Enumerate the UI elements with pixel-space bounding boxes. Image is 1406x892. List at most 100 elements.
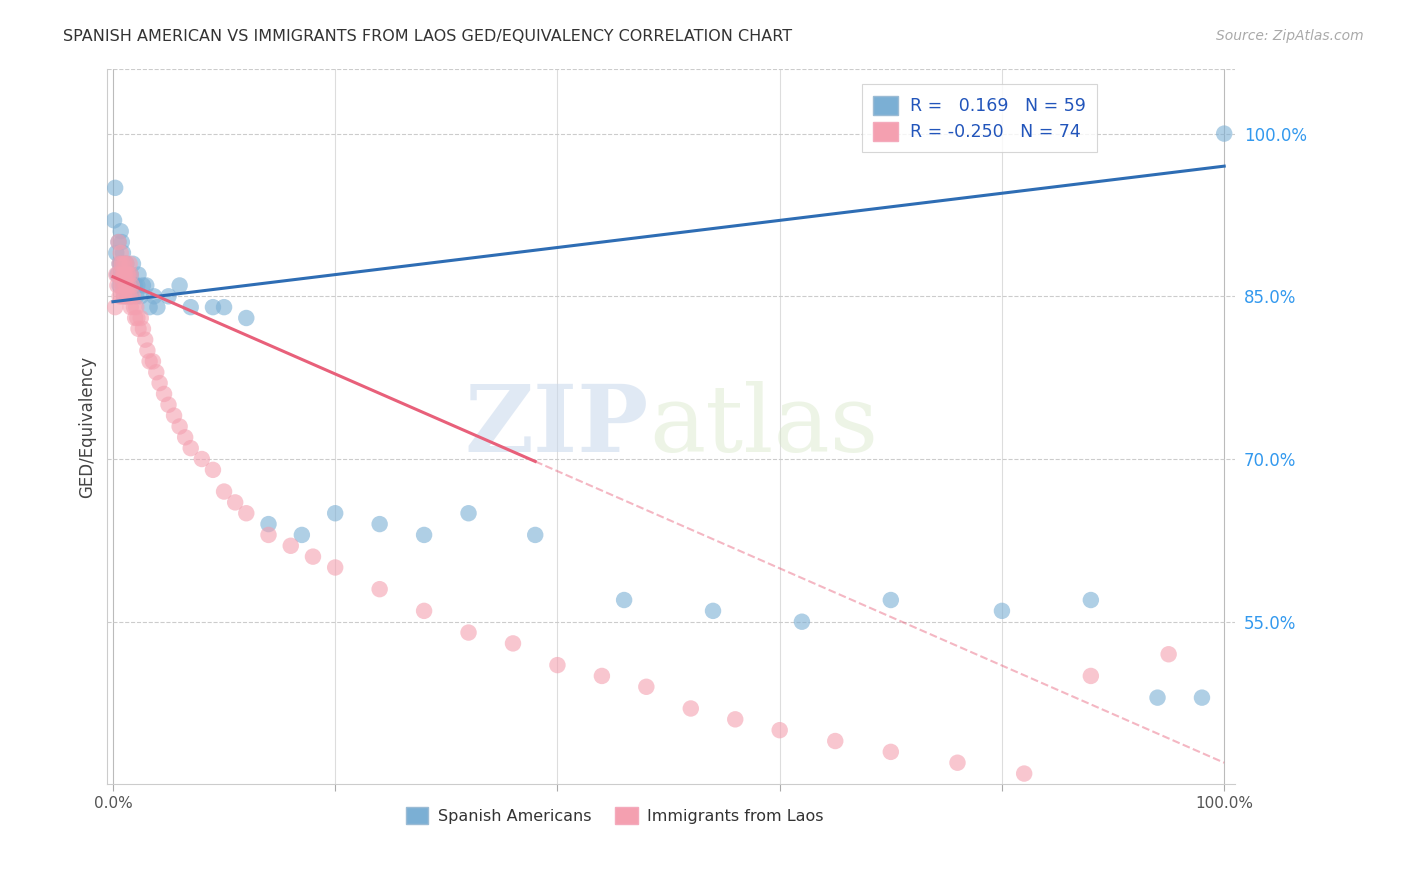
Text: atlas: atlas <box>648 382 877 472</box>
Point <box>114 278 136 293</box>
Point <box>724 712 747 726</box>
Point <box>122 289 145 303</box>
Point <box>112 289 135 303</box>
Point <box>1012 766 1035 780</box>
Point <box>591 669 613 683</box>
Point <box>111 268 134 282</box>
Point <box>118 257 141 271</box>
Point <box>153 387 176 401</box>
Point <box>107 268 129 282</box>
Point <box>105 246 128 260</box>
Point <box>107 235 129 249</box>
Point <box>212 300 235 314</box>
Point <box>118 289 141 303</box>
Point <box>121 278 143 293</box>
Point <box>149 376 172 390</box>
Point <box>118 278 141 293</box>
Point <box>110 224 132 238</box>
Point <box>368 517 391 532</box>
Point <box>702 604 724 618</box>
Point <box>180 300 202 314</box>
Point <box>111 246 134 260</box>
Point <box>991 604 1014 618</box>
Point <box>104 181 127 195</box>
Point <box>117 289 139 303</box>
Point <box>524 528 547 542</box>
Point <box>368 582 391 597</box>
Point <box>111 257 134 271</box>
Point <box>212 484 235 499</box>
Point <box>291 528 314 542</box>
Point <box>613 593 636 607</box>
Point <box>191 452 214 467</box>
Point <box>1146 690 1168 705</box>
Point <box>1080 593 1102 607</box>
Point <box>111 278 134 293</box>
Point <box>104 300 127 314</box>
Point <box>114 268 136 282</box>
Point <box>201 300 224 314</box>
Point <box>115 278 138 293</box>
Text: SPANISH AMERICAN VS IMMIGRANTS FROM LAOS GED/EQUIVALENCY CORRELATION CHART: SPANISH AMERICAN VS IMMIGRANTS FROM LAOS… <box>63 29 793 44</box>
Point <box>280 539 302 553</box>
Point <box>110 257 132 271</box>
Point <box>138 354 160 368</box>
Point <box>117 289 139 303</box>
Point <box>169 278 191 293</box>
Text: Source: ZipAtlas.com: Source: ZipAtlas.com <box>1216 29 1364 43</box>
Point <box>122 300 145 314</box>
Point <box>121 278 143 293</box>
Point <box>128 268 150 282</box>
Point <box>122 257 145 271</box>
Point <box>112 268 135 282</box>
Point <box>108 278 131 293</box>
Point <box>769 723 792 738</box>
Point <box>880 745 903 759</box>
Point <box>115 257 138 271</box>
Point <box>136 343 159 358</box>
Point <box>111 278 134 293</box>
Point <box>129 310 152 325</box>
Point <box>1080 669 1102 683</box>
Point <box>107 235 129 249</box>
Point <box>142 354 165 368</box>
Point <box>180 441 202 455</box>
Point <box>679 701 702 715</box>
Y-axis label: GED/Equivalency: GED/Equivalency <box>79 355 96 498</box>
Point <box>457 625 479 640</box>
Point <box>112 289 135 303</box>
Point <box>790 615 813 629</box>
Point <box>110 278 132 293</box>
Legend: Spanish Americans, Immigrants from Laos: Spanish Americans, Immigrants from Laos <box>399 801 831 830</box>
Point <box>120 268 142 282</box>
Point <box>120 289 142 303</box>
Point <box>108 289 131 303</box>
Point <box>105 268 128 282</box>
Point <box>302 549 325 564</box>
Point <box>125 289 148 303</box>
Point <box>105 278 128 293</box>
Point <box>323 560 346 574</box>
Point <box>502 636 524 650</box>
Point <box>235 310 257 325</box>
Point <box>110 246 132 260</box>
Point <box>112 257 135 271</box>
Point <box>157 398 180 412</box>
Point <box>257 517 280 532</box>
Point <box>457 506 479 520</box>
Point <box>413 528 436 542</box>
Point <box>103 213 125 227</box>
Point <box>201 463 224 477</box>
Point <box>143 289 166 303</box>
Point <box>128 322 150 336</box>
Point <box>127 310 149 325</box>
Point <box>127 278 149 293</box>
Point <box>112 257 135 271</box>
Point <box>114 268 136 282</box>
Point <box>132 278 155 293</box>
Point <box>115 257 138 271</box>
Point <box>157 289 180 303</box>
Point <box>129 289 152 303</box>
Point <box>145 365 167 379</box>
Point <box>117 268 139 282</box>
